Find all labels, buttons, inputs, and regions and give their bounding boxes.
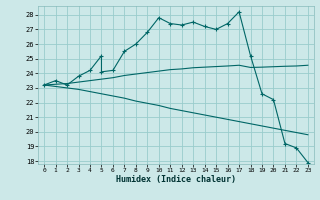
X-axis label: Humidex (Indice chaleur): Humidex (Indice chaleur) — [116, 175, 236, 184]
